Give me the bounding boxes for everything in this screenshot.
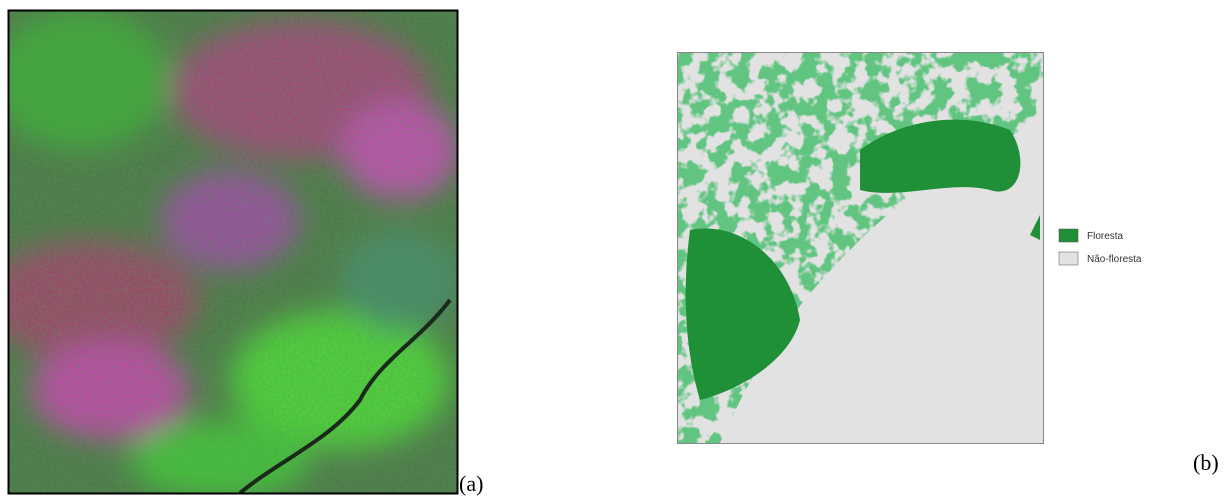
image-border — [7, 9, 459, 495]
forest-patches — [685, 119, 1040, 400]
legend-label: Floresta — [1087, 231, 1124, 242]
panel-label: (b) — [1193, 450, 1219, 475]
legend-label: Não-floresta — [1087, 254, 1142, 265]
legend-swatch — [1058, 251, 1079, 266]
panel-label: (a) — [459, 471, 483, 496]
legend-swatch — [1058, 228, 1079, 243]
satellite-image — [9, 11, 457, 493]
